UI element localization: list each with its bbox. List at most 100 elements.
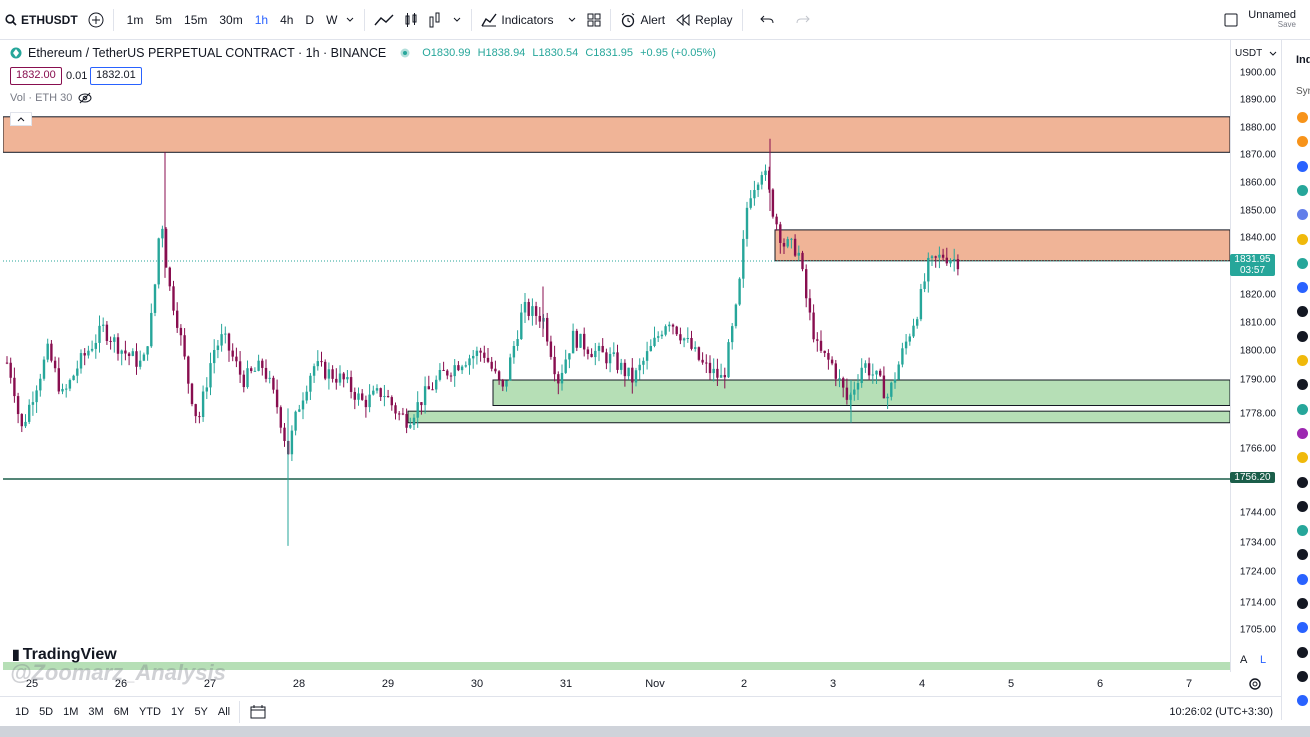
- range-3m[interactable]: 3M: [88, 705, 104, 718]
- price-axis[interactable]: USDT 1900.00 1890.00 1880.00 1870.00 1860.00…: [1230, 40, 1280, 672]
- candle-body: [142, 354, 146, 361]
- candle-body: [623, 362, 627, 377]
- redo-button[interactable]: [791, 0, 815, 40]
- replay-button[interactable]: Replay: [670, 0, 737, 40]
- buy-price-box[interactable]: 1832.01: [90, 67, 142, 85]
- interval-30m[interactable]: 30m: [219, 12, 243, 27]
- range-1d[interactable]: 1D: [15, 705, 30, 718]
- coin-icon[interactable]: [1297, 695, 1308, 707]
- candle-body: [416, 402, 419, 418]
- candle-body: [749, 198, 752, 208]
- line-chart-icon[interactable]: [374, 13, 394, 27]
- time-axis[interactable]: 25 26 27 28 29 30 31 Nov 2 3 4 5 6 7: [3, 672, 1230, 696]
- coin-icon[interactable]: [1297, 379, 1308, 391]
- settings-gear-icon[interactable]: [1248, 677, 1262, 696]
- coin-icon[interactable]: [1297, 112, 1308, 123]
- candle-body: [201, 391, 205, 418]
- range-ytd[interactable]: YTD: [138, 705, 161, 718]
- interval-1h[interactable]: 1h: [254, 12, 269, 27]
- interval-5m[interactable]: 5m: [155, 12, 173, 27]
- range-1m[interactable]: 1M: [63, 705, 79, 718]
- undo-button[interactable]: [755, 0, 779, 40]
- interval-1m[interactable]: 1m: [126, 12, 144, 27]
- coin-icon[interactable]: [1297, 184, 1308, 196]
- calendar-icon[interactable]: [250, 704, 266, 719]
- symbol-search[interactable]: ETHUSDT: [0, 0, 83, 40]
- candle-body: [867, 363, 871, 376]
- candle-body: [805, 269, 808, 299]
- alert-button[interactable]: Alert: [615, 0, 670, 40]
- candle-body: [808, 298, 812, 313]
- coin-icon[interactable]: [1297, 427, 1308, 439]
- coin-icon[interactable]: [1297, 476, 1308, 488]
- coin-icon[interactable]: [1297, 355, 1308, 366]
- coin-icon[interactable]: [1297, 306, 1308, 318]
- coin-icon[interactable]: [1297, 525, 1308, 537]
- range-5d[interactable]: 5D: [39, 705, 54, 718]
- candle-body: [464, 365, 467, 367]
- candle-body: [753, 190, 756, 199]
- coin-icon[interactable]: [1297, 282, 1308, 294]
- scale-log-button[interactable]: L: [1260, 654, 1267, 666]
- candles-icon[interactable]: [404, 12, 418, 28]
- coin-icon[interactable]: [1297, 646, 1308, 658]
- coin-icon[interactable]: [1297, 598, 1308, 609]
- eye-off-icon[interactable]: [78, 92, 92, 104]
- range-6m[interactable]: 6M: [113, 705, 129, 718]
- candle-body: [264, 367, 268, 379]
- layouts-button[interactable]: [582, 0, 606, 40]
- range-1y[interactable]: 1Y: [170, 705, 185, 718]
- coin-icon[interactable]: [1297, 403, 1308, 415]
- coin-icon[interactable]: [1297, 330, 1308, 342]
- coin-icon[interactable]: [1297, 573, 1308, 585]
- collapse-legend-button[interactable]: [10, 112, 32, 126]
- coin-icon[interactable]: [1297, 670, 1308, 682]
- candle-body: [87, 350, 90, 356]
- candle-body: [697, 347, 701, 360]
- candle-body: [612, 352, 615, 354]
- coin-icon[interactable]: [1297, 549, 1308, 561]
- sell-price-box[interactable]: 1832.00: [10, 67, 62, 85]
- candle-body: [638, 364, 641, 371]
- tradingview-logo[interactable]: ▮ TradingView: [12, 646, 117, 664]
- coin-icon[interactable]: [1297, 452, 1308, 464]
- candle-body: [904, 341, 908, 349]
- interval-w[interactable]: W: [326, 12, 338, 27]
- compare-button[interactable]: [83, 0, 109, 40]
- range-5y[interactable]: 5Y: [194, 705, 208, 718]
- clock-timezone[interactable]: 10:26:02 (UTC+3:30): [1169, 705, 1273, 718]
- candle-body: [497, 371, 501, 380]
- coin-icon[interactable]: [1297, 500, 1308, 512]
- chart-pane[interactable]: [3, 40, 1230, 672]
- interval-15m[interactable]: 15m: [184, 12, 208, 27]
- time-tick: 25: [25, 678, 39, 690]
- coin-icon[interactable]: [1297, 160, 1308, 172]
- coin-icon[interactable]: [1297, 257, 1308, 269]
- chevron-down-icon[interactable]: [452, 15, 462, 25]
- symbol-title[interactable]: Ethereum / TetherUS PERPETUAL CONTRACT ·…: [28, 46, 387, 60]
- indicators-button[interactable]: Indicators: [476, 0, 582, 40]
- chevron-down-icon[interactable]: [1269, 50, 1277, 58]
- candle-body: [738, 278, 741, 305]
- currency-label[interactable]: USDT: [1235, 48, 1263, 59]
- candle-body: [953, 259, 956, 261]
- bars-icon[interactable]: [428, 12, 442, 28]
- range-all[interactable]: All: [217, 705, 231, 718]
- candle-body: [675, 326, 678, 335]
- candle-body: [512, 345, 516, 358]
- scale-auto-button[interactable]: A: [1240, 654, 1248, 666]
- checkbox-icon[interactable]: [1224, 13, 1238, 27]
- chevron-down-icon[interactable]: [345, 15, 355, 25]
- interval-d[interactable]: D: [305, 12, 315, 27]
- candle-body: [679, 334, 682, 341]
- candle-body: [616, 352, 619, 370]
- price-tick: 1734.00: [1239, 537, 1276, 549]
- coin-icon[interactable]: [1297, 233, 1308, 245]
- coin-icon[interactable]: [1297, 622, 1308, 634]
- coin-icon[interactable]: [1297, 209, 1308, 221]
- layout-save[interactable]: Unnamed Save: [1219, 0, 1310, 40]
- candlestick-chart[interactable]: [3, 40, 1230, 672]
- candle-body: [227, 333, 231, 351]
- coin-icon[interactable]: [1297, 136, 1308, 148]
- interval-4h[interactable]: 4h: [280, 12, 294, 27]
